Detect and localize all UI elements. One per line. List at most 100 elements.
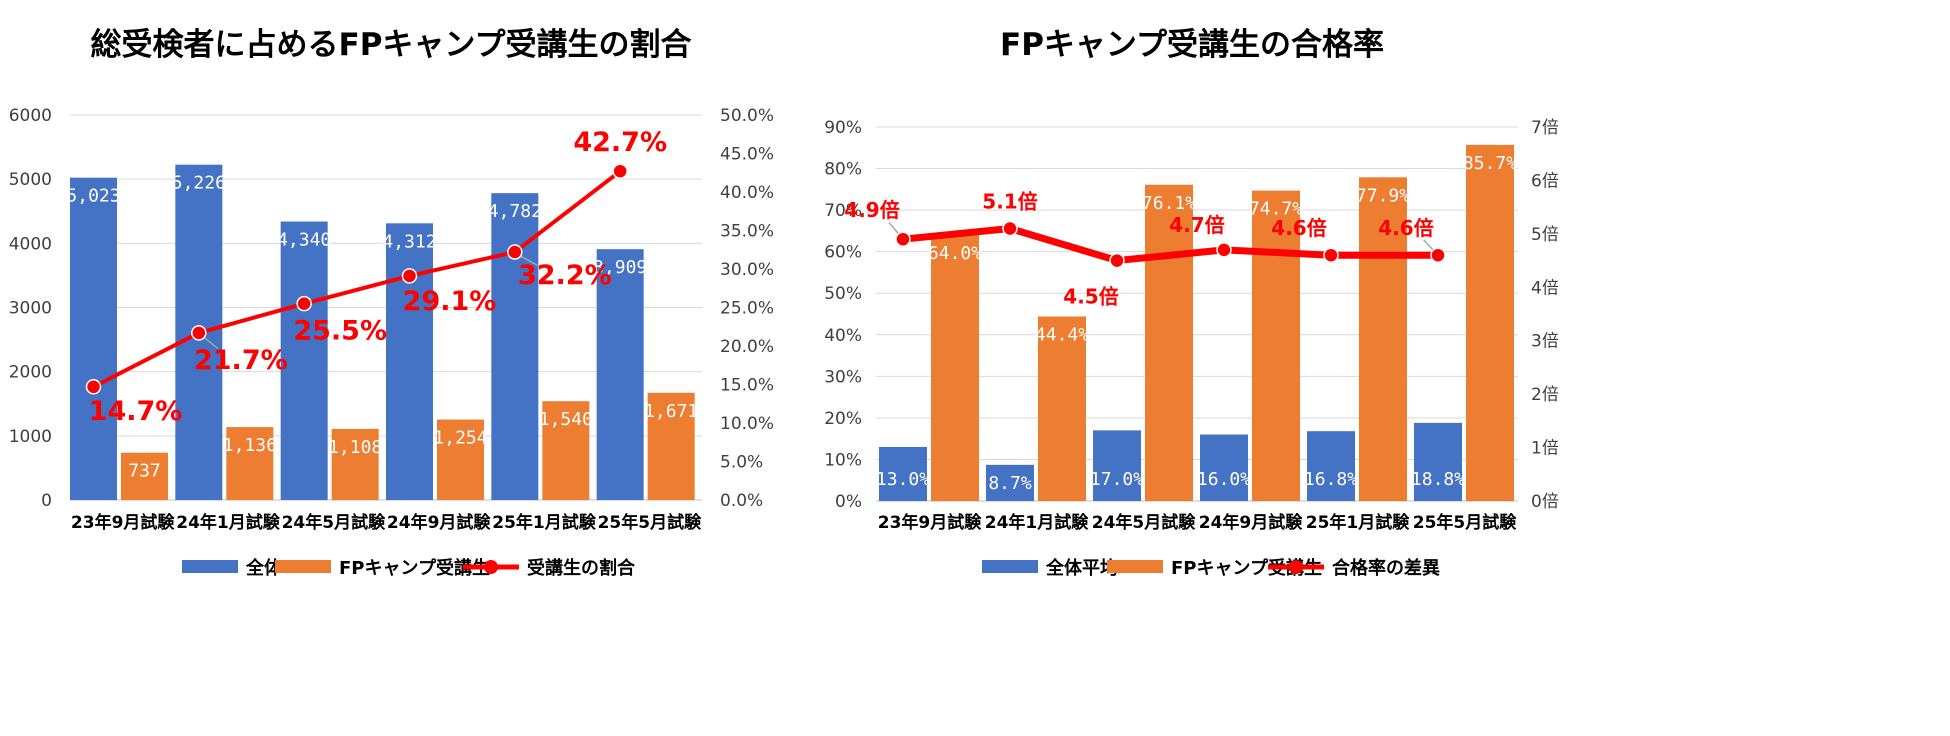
bar-全体平均 — [1307, 431, 1355, 501]
y-left-tick-label: 30% — [824, 367, 862, 387]
line-marker — [1430, 247, 1446, 263]
line-marker — [1216, 242, 1232, 258]
bar-全体平均 — [1414, 422, 1462, 501]
line-marker — [296, 295, 312, 312]
bar-FPキャンプ受講生 — [542, 401, 590, 500]
legend-label: 受講生の割合 — [527, 557, 636, 579]
bar-value-label: 16.8% — [1304, 469, 1358, 490]
bar-全体平均 — [1200, 434, 1248, 501]
bar-value-label: 1,254 — [433, 428, 487, 449]
bar-value-label: 18.8% — [1411, 469, 1465, 490]
line-marker — [1109, 252, 1125, 269]
y-left-tick-label: 0% — [835, 492, 862, 512]
y-right-tick-label: 7倍 — [1531, 118, 1559, 138]
line-value-label: 4.6倍 — [1378, 216, 1433, 240]
line-value-label: 4.7倍 — [1169, 213, 1224, 237]
x-category-label: 24年9月試験 — [1199, 512, 1303, 533]
y-right-tick-label: 2倍 — [1531, 385, 1559, 405]
bar-FPキャンプ受講生 — [331, 428, 379, 500]
line-value-label: 14.7% — [89, 396, 183, 427]
bar-全体 — [386, 223, 433, 500]
y-left-tick-label: 90% — [824, 118, 862, 138]
legend-swatch — [275, 560, 331, 573]
bar-FPキャンプ受講生 — [1038, 316, 1086, 501]
bar-value-label: 74.7% — [1249, 199, 1303, 220]
x-category-label: 24年1月試験 — [985, 512, 1089, 533]
bar-全体平均 — [986, 464, 1034, 501]
chart-pass-rate: FPキャンプ受講生の合格率 0% 10% 20% 30% 40% 50% 60% 70% 80% 9… — [824, 27, 1559, 579]
y-left-tick-label: 2000 — [9, 363, 52, 383]
y-right-tick-label: 50.0% — [720, 106, 774, 126]
line-marker — [191, 325, 207, 341]
bar-value-label: 5,023 — [66, 186, 120, 207]
y-left-tick-label: 6000 — [9, 106, 52, 126]
y-right-tick-label: 30.0% — [720, 260, 774, 280]
bar-全体平均 — [879, 446, 927, 501]
y-right-tick-label: 5倍 — [1531, 225, 1559, 245]
line-value-label: 21.7% — [194, 345, 288, 376]
y-left-tick-label: 5000 — [9, 170, 52, 190]
y-left-tick-label: 60% — [824, 243, 862, 263]
line-value-label: 32.2% — [518, 260, 612, 291]
x-category-label: 25年5月試験 — [598, 512, 702, 533]
y-right-tick-label: 0倍 — [1531, 492, 1559, 512]
bar-value-label: 13.0% — [876, 469, 930, 490]
y-right-tick-label: 25.0% — [720, 299, 774, 319]
legend-swatch — [982, 560, 1038, 573]
y-right-tick-label: 15.0% — [720, 376, 774, 396]
bar-value-label: 44.4% — [1035, 324, 1089, 345]
line-marker — [85, 379, 102, 395]
y-left-tick-label: 80% — [824, 160, 862, 180]
legend-label: 全体 — [245, 557, 283, 579]
bar-FPキャンプ受講生 — [931, 235, 979, 502]
line-合格率の差異 — [902, 225, 1438, 265]
chart-share-of-examinees: 総受検者に占めるFPキャンプ受講生の割合 0 1000 2000 3000 4000 500… — [9, 27, 774, 579]
bar-FPキャンプ受講生 — [1359, 177, 1407, 501]
bar-FPキャンプ受講生 — [437, 419, 484, 500]
bar-value-label: 3,909 — [593, 257, 647, 278]
bar-全体 — [596, 249, 644, 500]
legend-swatch — [1107, 560, 1163, 573]
bar-FPキャンプ受講生 — [647, 392, 695, 500]
line-value-label: 4.9倍 — [844, 198, 899, 222]
legend-label: 合格率の差異 — [1332, 557, 1440, 579]
bar-value-label: 64.0% — [928, 243, 982, 264]
y-right-tick-label: 10.0% — [720, 414, 774, 434]
bar-FPキャンプ受講生 — [226, 427, 274, 500]
legend-label: FPキャンプ受講生 — [339, 557, 490, 579]
x-category-label: 25年1月試験 — [492, 512, 596, 533]
bar-value-label: 1,136 — [223, 435, 277, 456]
y-left-tick-label: 50% — [824, 284, 862, 304]
line-value-label: 5.1倍 — [982, 190, 1037, 214]
bar-FPキャンプ受講生 — [1466, 144, 1514, 501]
y-right-tick-label: 35.0% — [720, 222, 774, 242]
y-right-tick-label: 0.0% — [720, 491, 763, 511]
y-right-tick-label: 40.0% — [720, 183, 774, 203]
y-left-tick-label: 3000 — [9, 299, 52, 319]
line-marker — [401, 268, 418, 284]
x-category-label: 23年9月試験 — [878, 512, 982, 533]
bar-全体平均 — [1093, 430, 1141, 501]
bar-value-label: 1,108 — [328, 437, 382, 458]
bar-value-label: 17.0% — [1090, 469, 1144, 490]
line-marker — [895, 231, 911, 247]
y-left-tick-label: 70% — [824, 201, 862, 221]
line-marker — [1323, 247, 1339, 263]
bar-FPキャンプ受講生 — [1145, 184, 1193, 502]
bar-FPキャンプ受講生 — [121, 452, 168, 500]
bar-value-label: 737 — [128, 461, 161, 482]
bar-value-label: 85.7% — [1463, 153, 1517, 174]
bar-全体 — [70, 177, 117, 500]
bar-value-label: 16.0% — [1197, 469, 1251, 490]
y-right-tick-label: 4倍 — [1531, 278, 1559, 298]
bar-全体 — [280, 221, 328, 500]
x-category-label: 25年1月試験 — [1306, 512, 1410, 533]
bar-value-label: 76.1% — [1142, 193, 1196, 214]
bar-value-label: 8.7% — [988, 473, 1032, 494]
y-left-tick-label: 40% — [824, 326, 862, 346]
y-right-tick-label: 6倍 — [1531, 171, 1559, 191]
legend-marker — [1289, 560, 1303, 574]
x-category-label: 24年5月試験 — [282, 512, 386, 533]
x-category-label: 24年9月試験 — [387, 512, 491, 533]
